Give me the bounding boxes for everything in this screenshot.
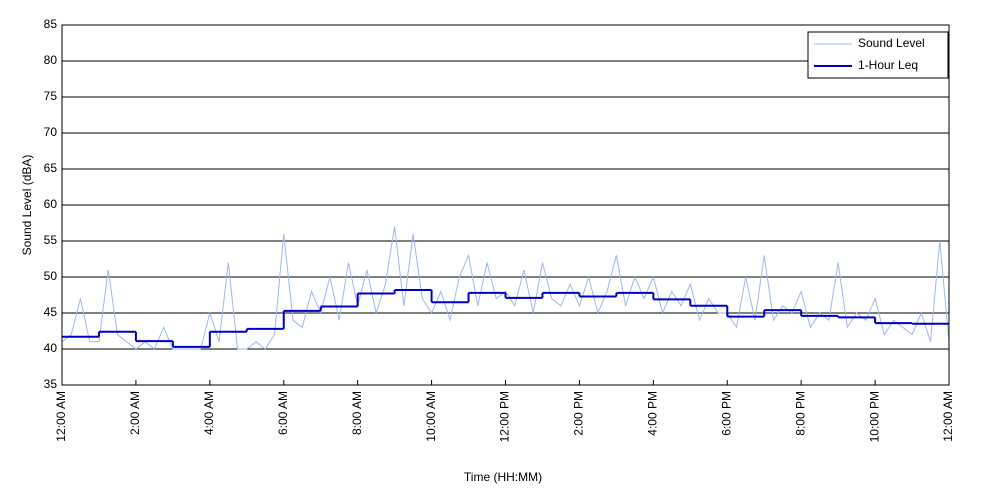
y-tick-label: 60 (44, 197, 58, 211)
x-tick-label: 2:00 AM (128, 391, 142, 435)
y-tick-label: 85 (44, 17, 58, 31)
legend-label: Sound Level (858, 36, 925, 50)
x-tick-label: 2:00 PM (572, 391, 586, 436)
series-line (61, 226, 950, 350)
x-tick-label: 8:00 AM (350, 391, 364, 435)
y-tick-label: 35 (44, 377, 58, 391)
x-tick-label: 10:00 PM (867, 391, 881, 442)
x-tick-label: 4:00 PM (646, 391, 660, 436)
x-tick-label: 12:00 AM (941, 391, 955, 442)
x-tick-label: 6:00 PM (719, 391, 733, 436)
x-tick-label: 6:00 AM (276, 391, 290, 435)
x-tick-label: 10:00 AM (424, 391, 438, 442)
y-tick-label: 70 (44, 125, 58, 139)
step-line (62, 288, 949, 348)
x-tick-label: 8:00 PM (793, 391, 807, 436)
y-tick-label: 55 (44, 233, 58, 247)
x-tick-label: 12:00 PM (498, 391, 512, 442)
x-axis-label: Time (HH:MM) (464, 470, 542, 484)
y-tick-label: 80 (44, 53, 58, 67)
legend-box (807, 31, 949, 79)
y-tick-label: 40 (44, 341, 58, 355)
x-tick-label: 12:00 AM (54, 391, 68, 442)
y-axis-label: Sound Level (dBA) (20, 155, 34, 256)
legend-label: 1-Hour Leq (858, 58, 918, 72)
plot-frame (61, 24, 950, 386)
y-tick-label: 75 (44, 89, 58, 103)
y-tick-label: 45 (44, 305, 58, 319)
y-tick-label: 50 (44, 269, 58, 283)
y-tick-label: 65 (44, 161, 58, 175)
x-tick-label: 4:00 AM (202, 391, 216, 435)
